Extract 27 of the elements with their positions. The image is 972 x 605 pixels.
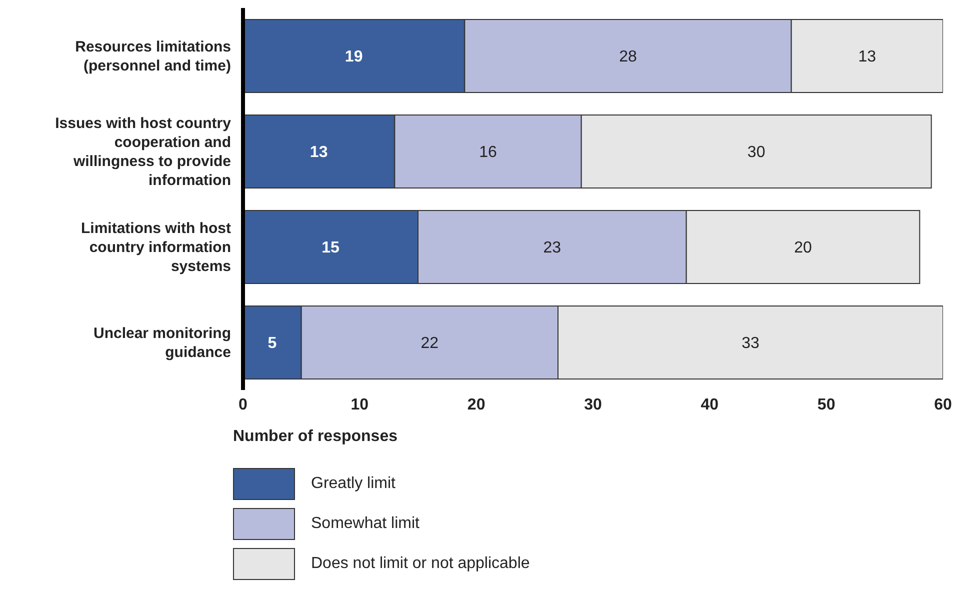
y-tick-label: Limitations with host country information systems [81, 220, 231, 275]
data-label: 5 [268, 335, 277, 352]
data-label: 13 [310, 144, 328, 162]
y-tick-label: Issues with host country cooperation and willingness to provide information [55, 115, 232, 189]
data-label: 22 [420, 335, 439, 352]
x-tick-label: 60 [934, 396, 952, 414]
data-label: 33 [742, 335, 760, 352]
x-tick-label: 20 [467, 396, 486, 414]
y-tick-label: Resources limitations (personnel and time) [75, 38, 231, 74]
x-tick-label: 40 [700, 396, 719, 414]
data-label: 16 [479, 144, 497, 162]
legend-label: Greatly limit [311, 475, 396, 493]
data-label: 23 [543, 240, 562, 257]
data-label: 28 [619, 48, 637, 66]
x-tick-label: 50 [817, 396, 836, 414]
legend-label: Somewhat limit [311, 515, 420, 533]
data-label: 20 [794, 240, 812, 257]
x-tick-label: 10 [350, 396, 369, 414]
data-label: 30 [747, 144, 766, 162]
x-tick-label: 0 [238, 396, 248, 414]
legend-label: Does not limit or not applicable [311, 555, 530, 573]
data-label: 13 [858, 48, 876, 66]
y-tick-label: Unclear monitoring guidance [93, 325, 231, 361]
data-label: 15 [322, 240, 340, 257]
x-axis-title: Number of responses [233, 428, 398, 446]
data-label: 19 [344, 48, 363, 66]
x-tick-label: 30 [584, 396, 602, 414]
